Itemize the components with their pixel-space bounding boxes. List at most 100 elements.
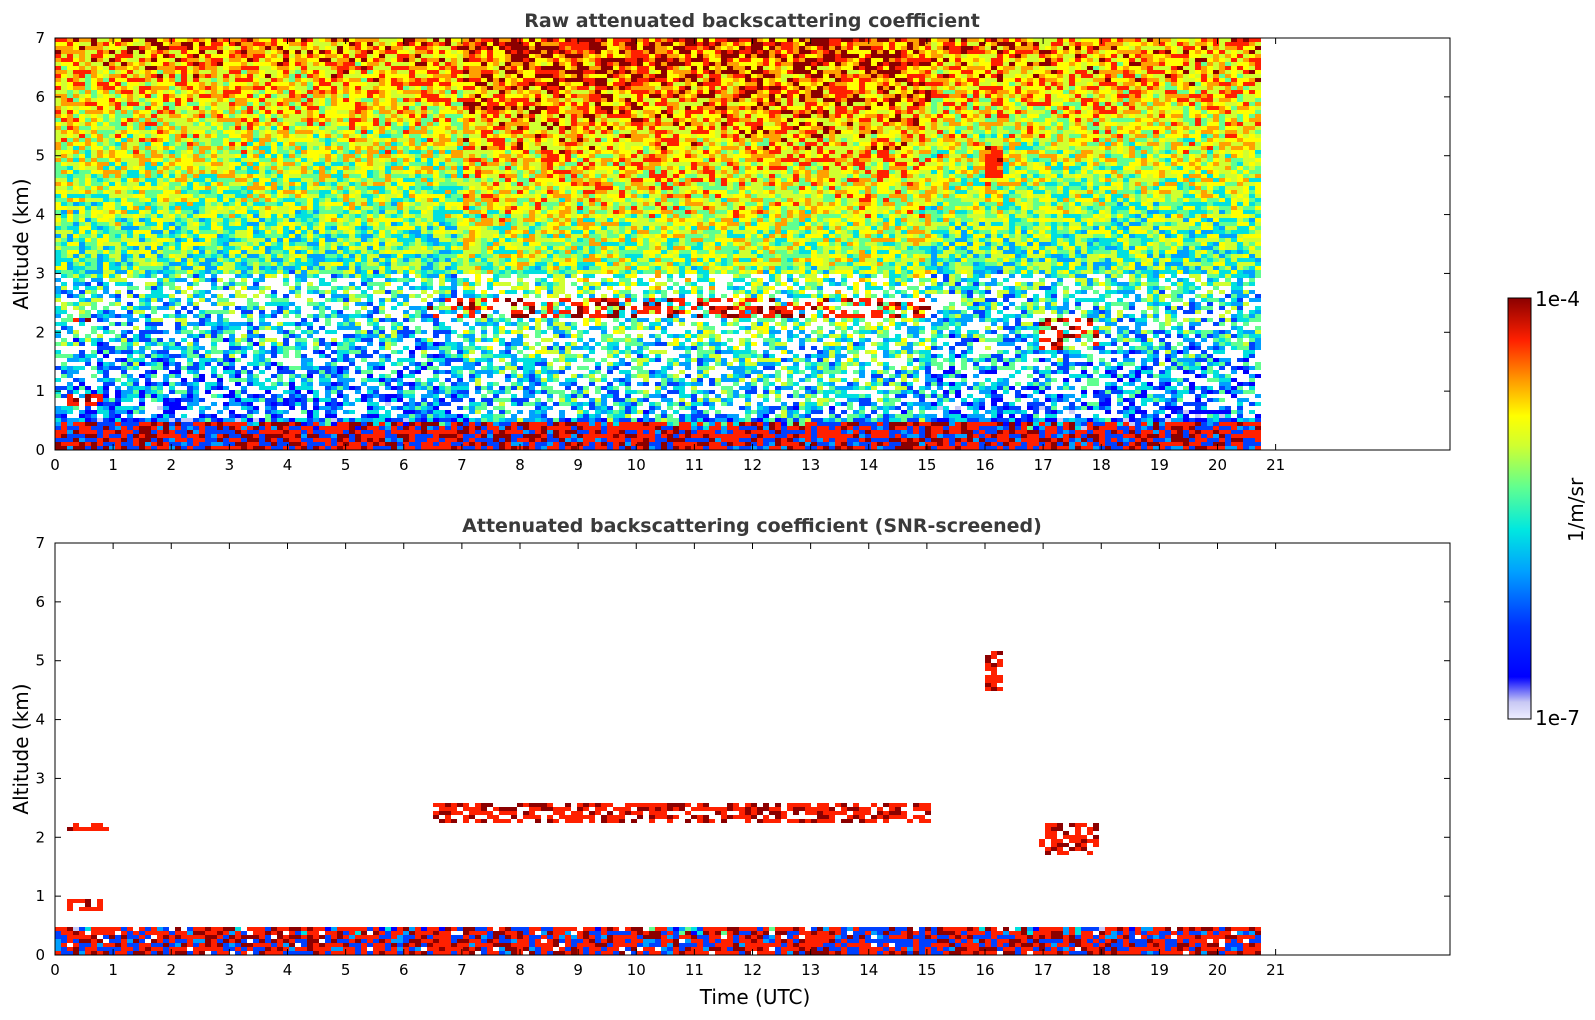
heatmap-cell	[247, 298, 253, 302]
heatmap-cell	[91, 342, 97, 346]
heatmap-cell	[73, 422, 79, 426]
heatmap-cell	[193, 82, 199, 86]
heatmap-cell	[265, 114, 271, 118]
heatmap-cell	[295, 426, 301, 430]
heatmap-cell	[145, 370, 151, 374]
heatmap-cell	[103, 254, 109, 258]
heatmap-cell	[295, 294, 301, 298]
heatmap-cell	[79, 98, 85, 102]
heatmap-cell	[103, 190, 109, 194]
heatmap-cell	[373, 238, 379, 242]
heatmap-cell	[271, 110, 277, 114]
heatmap-cell	[55, 258, 61, 262]
heatmap-cell	[73, 438, 79, 442]
heatmap-cell	[151, 138, 157, 142]
heatmap-cell	[199, 430, 205, 434]
heatmap-cell	[151, 94, 157, 98]
heatmap-cell	[367, 270, 373, 274]
heatmap-cell	[301, 322, 307, 326]
heatmap-cell	[301, 118, 307, 122]
heatmap-cell	[151, 146, 157, 150]
heatmap-cell	[337, 202, 343, 206]
heatmap-cell	[193, 426, 199, 430]
heatmap-cell	[145, 330, 151, 334]
heatmap-cell	[187, 218, 193, 222]
heatmap-cell	[343, 246, 349, 250]
heatmap-cell	[67, 194, 73, 198]
heatmap-cell	[175, 406, 181, 410]
heatmap-cell	[55, 86, 61, 90]
heatmap-cell	[259, 94, 265, 98]
heatmap-cell	[199, 322, 205, 326]
heatmap-cell	[97, 86, 103, 90]
heatmap-cell	[253, 246, 259, 250]
heatmap-cell	[349, 126, 355, 130]
heatmap-cell	[373, 242, 379, 246]
heatmap-cell	[205, 442, 211, 446]
heatmap-cell	[97, 154, 103, 158]
heatmap-cell	[97, 66, 103, 70]
heatmap-cell	[349, 42, 355, 46]
heatmap-cell	[79, 126, 85, 130]
heatmap-cell	[223, 318, 229, 322]
heatmap-cell	[115, 134, 121, 138]
heatmap-cell	[289, 62, 295, 66]
heatmap-cell	[133, 170, 139, 174]
heatmap-cell	[361, 238, 367, 242]
heatmap-cell	[301, 266, 307, 270]
heatmap-cell	[235, 370, 241, 374]
heatmap-cell	[97, 90, 103, 94]
heatmap-cell	[367, 110, 373, 114]
heatmap-cell	[79, 82, 85, 86]
heatmap-cell	[253, 354, 259, 358]
heatmap-cell	[349, 446, 355, 450]
heatmap-cell	[277, 262, 283, 266]
heatmap-cell	[79, 210, 85, 214]
heatmap-cell	[79, 174, 85, 178]
heatmap-cell	[259, 382, 265, 386]
heatmap-cell	[169, 102, 175, 106]
heatmap-cell	[313, 98, 319, 102]
heatmap-cell	[157, 70, 163, 74]
heatmap-cell	[289, 70, 295, 74]
heatmap-cell	[253, 174, 259, 178]
heatmap-cell	[121, 146, 127, 150]
heatmap-cell	[295, 166, 301, 170]
heatmap-cell	[241, 390, 247, 394]
heatmap-cell	[289, 378, 295, 382]
heatmap-cell	[355, 74, 361, 78]
heatmap-cell	[127, 70, 133, 74]
heatmap-cell	[247, 66, 253, 70]
heatmap-cell	[283, 130, 289, 134]
heatmap-cell	[157, 126, 163, 130]
heatmap-cell	[265, 142, 271, 146]
heatmap-cell	[67, 222, 73, 226]
heatmap-cell	[241, 214, 247, 218]
heatmap-cell	[61, 82, 67, 86]
heatmap-cell	[331, 410, 337, 414]
heatmap-cell	[133, 206, 139, 210]
heatmap-cell	[331, 126, 337, 130]
heatmap-cell	[97, 442, 103, 446]
heatmap-cell	[55, 126, 61, 130]
heatmap-cell	[127, 106, 133, 110]
heatmap-cell	[169, 214, 175, 218]
heatmap-cell	[325, 446, 331, 450]
heatmap-cell	[169, 242, 175, 246]
heatmap-cell	[373, 150, 379, 154]
heatmap-cell	[349, 194, 355, 198]
heatmap-cell	[193, 114, 199, 118]
heatmap-cell	[145, 390, 151, 394]
heatmap-cell	[181, 198, 187, 202]
heatmap-cell	[265, 38, 271, 42]
heatmap-cell	[73, 426, 79, 430]
heatmap-cell	[211, 258, 217, 262]
heatmap-cell	[247, 78, 253, 82]
heatmap-cell	[343, 170, 349, 174]
heatmap-cell	[277, 342, 283, 346]
heatmap-cell	[91, 438, 97, 442]
heatmap-cell	[241, 46, 247, 50]
heatmap-cell	[367, 322, 373, 326]
heatmap-cell	[85, 390, 91, 394]
heatmap-cell	[355, 338, 361, 342]
